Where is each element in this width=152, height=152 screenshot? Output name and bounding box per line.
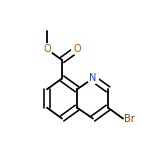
Text: Br: Br [124,114,135,124]
Text: O: O [73,44,81,54]
Circle shape [88,73,98,84]
Circle shape [72,44,82,55]
Circle shape [42,44,52,55]
Text: N: N [89,73,97,83]
Text: O: O [43,44,51,54]
